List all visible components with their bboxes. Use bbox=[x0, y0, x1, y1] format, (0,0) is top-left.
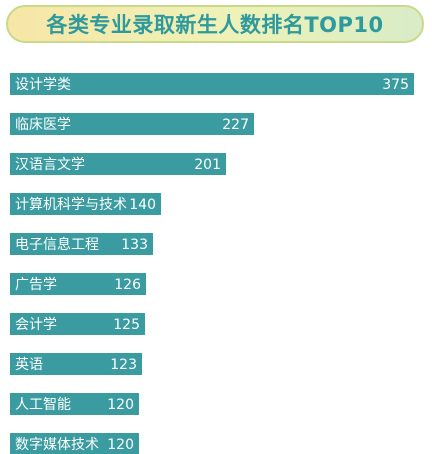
bar-value-label: 120 bbox=[107, 437, 134, 453]
bar-9 bbox=[10, 393, 139, 415]
bar-category-label: 临床医学 bbox=[15, 117, 71, 133]
bar-value-label: 120 bbox=[107, 397, 134, 413]
bar-category-label: 计算机科学与技术 bbox=[15, 197, 127, 213]
bar-value-label: 126 bbox=[114, 277, 141, 293]
bar-6 bbox=[10, 273, 146, 295]
title-banner: 各类专业录取新生人数排名TOP10 bbox=[6, 5, 424, 43]
bar-category-label: 汉语言文学 bbox=[15, 157, 85, 173]
bar-value-label: 140 bbox=[129, 197, 156, 213]
bar-category-label: 数字媒体技术 bbox=[15, 437, 99, 453]
bar-value-label: 123 bbox=[110, 357, 137, 373]
bar-3 bbox=[10, 153, 226, 175]
bar-category-label: 广告学 bbox=[15, 277, 57, 293]
bar-8 bbox=[10, 353, 142, 375]
bar-value-label: 227 bbox=[222, 117, 249, 133]
bar-value-label: 133 bbox=[121, 237, 148, 253]
bar-category-label: 设计学类 bbox=[15, 77, 71, 93]
chart-title: 各类专业录取新生人数排名TOP10 bbox=[46, 13, 384, 37]
bar-1 bbox=[10, 73, 414, 95]
bar-category-label: 电子信息工程 bbox=[15, 236, 99, 253]
bar-7 bbox=[10, 313, 145, 335]
bar-5 bbox=[10, 233, 153, 255]
bar-4 bbox=[10, 193, 161, 215]
bar-value-label: 201 bbox=[194, 157, 221, 173]
bar-category-label: 会计学 bbox=[15, 317, 57, 333]
bar-2 bbox=[10, 113, 254, 135]
bars-group: 设计学类 375 临床医学 227 汉语言文学 201 计算机科学与技术 140 电子信息工程 1… bbox=[10, 73, 414, 454]
bar-10 bbox=[10, 433, 139, 454]
bar-category-label: 英语 bbox=[15, 356, 43, 373]
bar-value-label: 375 bbox=[382, 77, 409, 93]
bar-category-label: 人工智能 bbox=[15, 397, 71, 413]
bar-value-label: 125 bbox=[113, 317, 140, 333]
